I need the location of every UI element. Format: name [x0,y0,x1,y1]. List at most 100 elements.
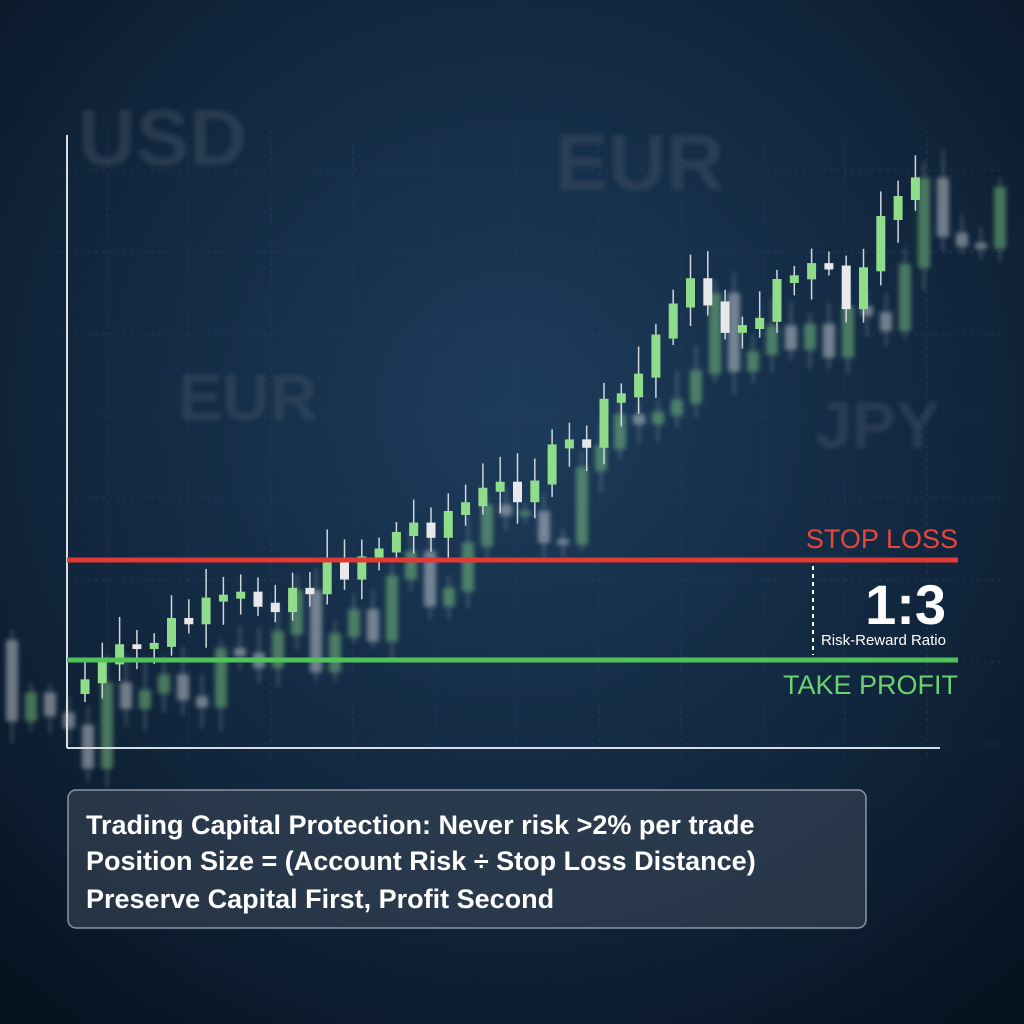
candle-body [530,480,540,503]
candle-body [391,531,401,553]
candle-body [132,644,142,650]
candle-body [899,263,911,332]
candle-body [215,648,227,708]
candle-body [564,439,574,449]
take-profit-label: TAKE PROFIT [783,670,958,700]
candle-body [880,312,892,332]
candle-body [737,325,747,333]
candle-body [80,679,90,694]
candle-body [841,265,851,310]
caption-line: Preserve Capital First, Profit Second [86,884,554,914]
candle-body [720,301,730,333]
candle-body [686,278,695,308]
candle-body [956,232,968,247]
candle-body [201,597,211,625]
candle-body [772,278,782,322]
candle-body [357,556,367,580]
bg-label: EUR [178,360,317,434]
caption-line: Position Size = (Account Risk ÷ Stop Los… [86,846,756,876]
candle-body [97,660,107,684]
bg-label: USD [78,93,247,182]
candle-body [44,692,56,717]
candle-body [876,216,886,272]
candle-body [519,511,531,516]
candle-body [461,502,471,515]
candle-body [703,278,713,306]
candle-body [785,325,797,350]
candle-body [443,510,453,538]
candle-body [495,481,505,492]
candle-body [651,334,661,378]
caption-line: Trading Capital Protection: Never risk >… [86,810,754,840]
candle-body [500,504,512,516]
candle-body [158,674,170,694]
candle-body [322,557,332,595]
candle-body [120,682,132,709]
candle-body [462,542,474,592]
candle-body [859,267,868,310]
candle-body [513,481,522,503]
candle-body [671,399,683,416]
candle-body [374,548,384,561]
candle-body [910,177,920,201]
candle-body [218,594,228,602]
candle-body [139,689,151,709]
candle-body [236,591,246,599]
stop-loss-label: STOP LOSS [806,524,958,554]
candle-body [234,648,246,657]
candle-body [538,511,550,544]
candle-body [582,439,592,448]
candle-body [842,305,854,358]
candle-body [747,351,759,372]
candle-body [424,550,436,607]
candle-body [807,263,817,280]
candle-body [576,467,588,545]
candle-body [690,370,702,404]
candle-body [367,609,379,642]
candle-body [755,317,765,330]
background-labels: USD EUR EUR JPY [78,93,940,462]
candle-body [557,539,569,545]
candle-body [668,303,678,339]
candle-body [804,323,816,350]
candle-body [478,487,488,507]
candle-body [348,609,360,638]
ratio-label: Risk-Reward Ratio [821,632,946,649]
bg-label: EUR [555,118,724,207]
candle-body [547,444,557,485]
candle-body [634,373,644,398]
candle-body [975,242,987,249]
candle-body [6,640,18,722]
candle-body [481,504,493,547]
candle-body [409,522,419,536]
candle-body [288,587,298,613]
candle-body [82,724,94,769]
candles [80,155,920,703]
candle-body [709,292,721,375]
candle-body [25,692,37,722]
caption-box [67,789,867,929]
candle-body [766,325,778,356]
candle-body [937,177,949,237]
candle-body [595,445,607,472]
candle-body [994,186,1006,249]
candle-body [443,587,455,607]
candle-body [253,591,263,607]
ratio-value: 1:3 [865,573,946,636]
candle-body [329,633,341,673]
candle-body [893,196,903,221]
candle-body [824,263,834,270]
candle-body [861,305,873,317]
candle-body [599,398,609,448]
candle-body [652,411,664,425]
candle-body [614,414,626,450]
candle-body [177,674,189,701]
candle-body [633,414,645,425]
bg-label: JPY [815,388,940,462]
candle-body [426,522,436,538]
candle-body [310,589,322,673]
candle-body [728,292,740,372]
candle-body [272,630,284,669]
